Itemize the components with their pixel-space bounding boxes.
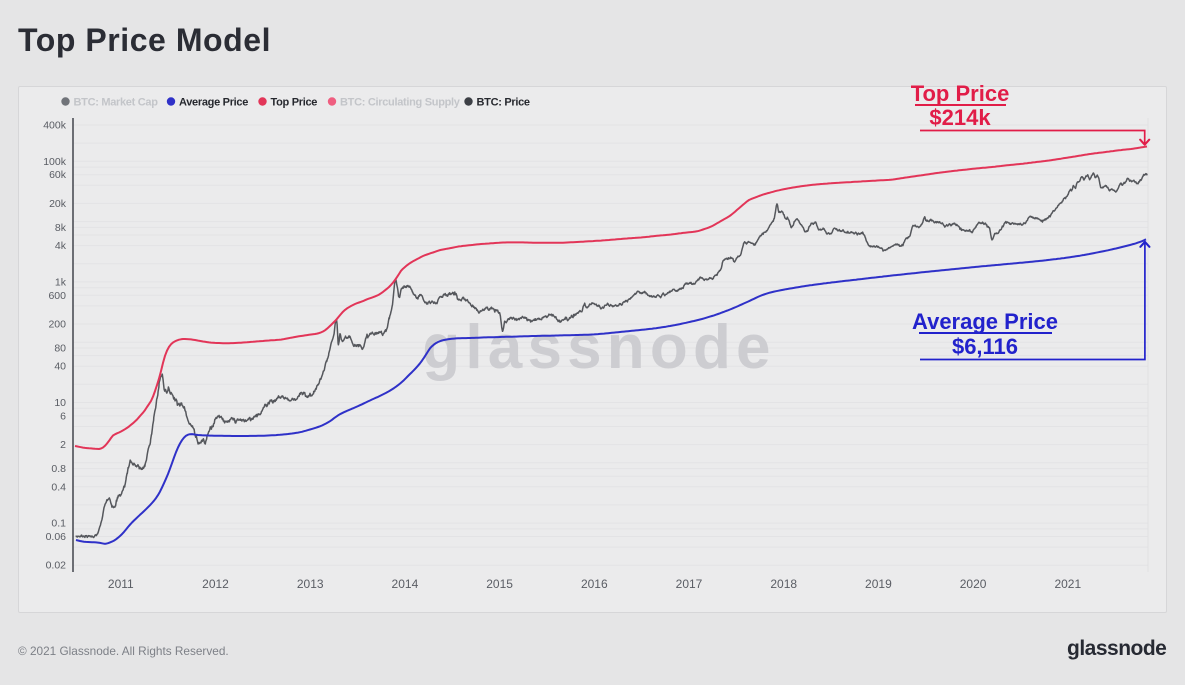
svg-text:8k: 8k	[55, 222, 67, 234]
svg-text:2015: 2015	[486, 577, 513, 591]
svg-text:2016: 2016	[581, 577, 608, 591]
svg-text:0.02: 0.02	[46, 560, 67, 572]
svg-text:glassnode: glassnode	[422, 313, 775, 382]
svg-text:2017: 2017	[676, 577, 703, 591]
svg-text:2021: 2021	[1054, 577, 1081, 591]
svg-text:20k: 20k	[49, 198, 67, 210]
svg-text:10: 10	[54, 397, 66, 409]
svg-text:Average Price: Average Price	[179, 97, 248, 109]
svg-text:2014: 2014	[392, 577, 419, 591]
svg-text:400k: 400k	[43, 120, 67, 132]
svg-text:6: 6	[60, 410, 66, 422]
svg-text:Average Price: Average Price	[912, 309, 1058, 334]
svg-text:100k: 100k	[43, 156, 67, 168]
svg-text:2012: 2012	[202, 577, 229, 591]
svg-text:2013: 2013	[297, 577, 324, 591]
svg-text:0.8: 0.8	[51, 463, 66, 475]
svg-text:0.06: 0.06	[46, 531, 67, 543]
svg-text:2019: 2019	[865, 577, 892, 591]
svg-text:BTC: Price: BTC: Price	[477, 97, 530, 109]
svg-text:2011: 2011	[108, 577, 134, 591]
svg-text:600: 600	[48, 290, 66, 302]
svg-text:40: 40	[54, 361, 66, 373]
svg-text:$6,116: $6,116	[952, 334, 1018, 359]
svg-text:2: 2	[60, 439, 66, 451]
svg-text:0.4: 0.4	[51, 481, 66, 493]
svg-text:Top Price: Top Price	[911, 81, 1010, 106]
svg-text:80: 80	[54, 343, 66, 355]
svg-text:2018: 2018	[770, 577, 797, 591]
svg-text:0.1: 0.1	[51, 518, 66, 530]
svg-text:2020: 2020	[960, 577, 987, 591]
svg-text:BTC: Market Cap: BTC: Market Cap	[74, 97, 159, 109]
svg-text:4k: 4k	[55, 240, 67, 252]
svg-text:1k: 1k	[55, 276, 67, 288]
svg-text:$214k: $214k	[929, 105, 991, 130]
svg-text:200: 200	[48, 319, 66, 331]
svg-text:60k: 60k	[49, 169, 67, 181]
svg-text:Top Price: Top Price	[271, 97, 318, 109]
svg-text:BTC: Circulating Supply: BTC: Circulating Supply	[340, 97, 461, 109]
